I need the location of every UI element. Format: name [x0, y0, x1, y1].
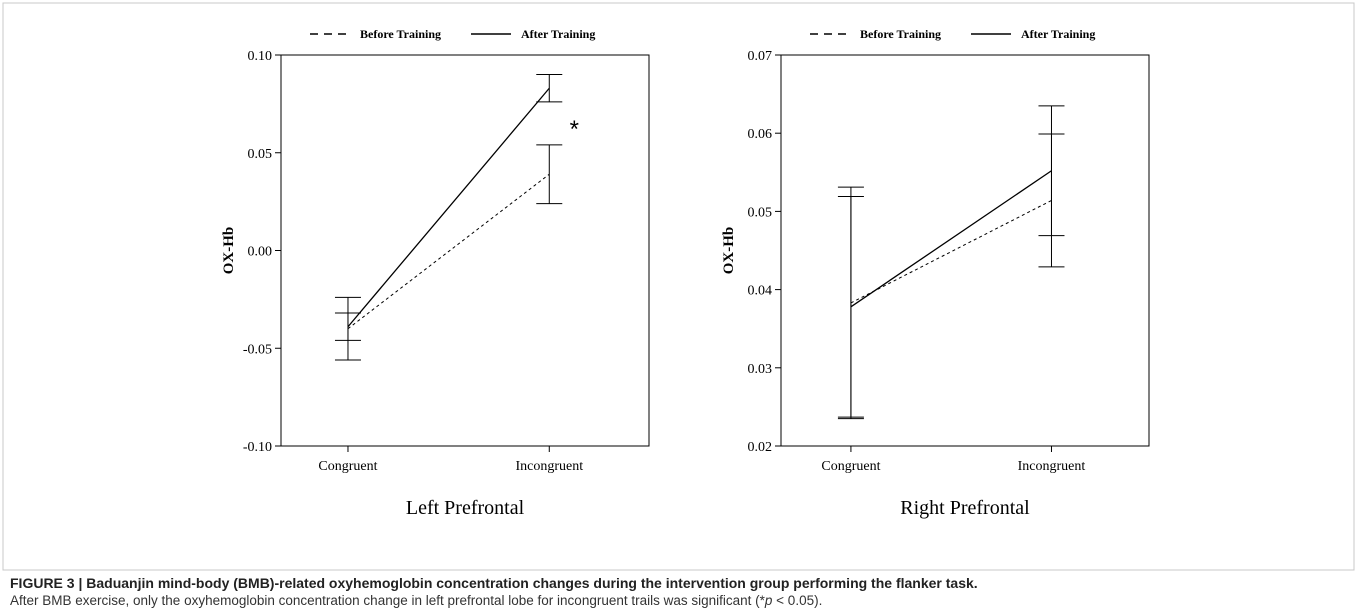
x-tick-label: Incongruent — [515, 459, 583, 474]
plot-frame — [780, 54, 1150, 447]
y-tick-label: -0.05 — [243, 342, 272, 357]
series-line — [850, 170, 1052, 308]
y-tick-label: 0.05 — [248, 147, 273, 162]
figure: -0.10 -0.05 0.00 0.05 0.10 Congruent Incongrue… — [2, 2, 1355, 571]
x-tick-label: Incongruent — [1018, 459, 1086, 474]
y-axis-title: OX-Hb — [221, 227, 237, 275]
series-line — [850, 200, 1052, 304]
annotation: * — [570, 116, 579, 143]
y-tick-label: 0.02 — [748, 440, 773, 455]
caption-text: After BMB exercise, only the oxyhemoglob… — [10, 593, 765, 608]
series-line — [347, 173, 550, 330]
figure-frame — [2, 2, 1355, 571]
y-tick-label: 0.00 — [248, 245, 273, 260]
x-tick-label: Congruent — [318, 459, 377, 474]
y-axis-title: OX-Hb — [721, 227, 737, 275]
y-tick-label: 0.05 — [748, 205, 773, 220]
y-tick-label: -0.10 — [243, 440, 272, 455]
y-tick-label: 0.06 — [748, 127, 773, 142]
legend-label: Before Training — [360, 27, 441, 41]
x-axis-title: Right Prefrontal — [900, 497, 1030, 519]
y-tick-label: 0.07 — [748, 49, 773, 64]
x-axis-title: Left Prefrontal — [406, 497, 525, 519]
caption-title: FIGURE 3 | Baduanjin mind-body (BMB)-rel… — [10, 575, 978, 591]
legend-label: After Training — [521, 27, 595, 41]
caption-body: After BMB exercise, only the oxyhemoglob… — [10, 593, 822, 608]
x-tick-label: Congruent — [821, 459, 880, 474]
y-tick-label: 0.03 — [748, 362, 773, 377]
legend-label: After Training — [1021, 27, 1095, 41]
plot-frame — [280, 54, 650, 447]
y-tick-label: 0.10 — [248, 49, 273, 64]
caption-text: < 0.05). — [772, 593, 823, 608]
series-line — [347, 87, 550, 328]
legend-label: Before Training — [860, 27, 941, 41]
y-tick-label: 0.04 — [748, 284, 773, 299]
caption-text: p — [764, 593, 773, 608]
